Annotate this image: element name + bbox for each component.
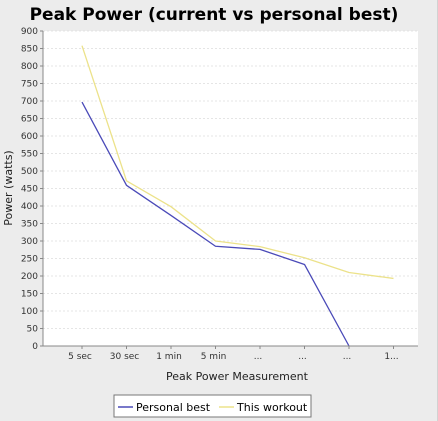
- x-tick-label: ...: [254, 352, 263, 362]
- y-tick-label: 300: [21, 237, 38, 247]
- x-tick-label: 30 sec: [110, 352, 140, 362]
- x-axis-label: Peak Power Measurement: [166, 370, 309, 383]
- y-tick-label: 800: [21, 62, 38, 72]
- y-tick-label: 900: [21, 27, 38, 37]
- y-tick-label: 850: [21, 45, 38, 55]
- y-tick-label: 150: [21, 290, 38, 300]
- series-line-this-workout: [81, 45, 394, 280]
- y-tick-label: 50: [27, 325, 39, 335]
- y-tick-label: 500: [21, 167, 38, 177]
- y-axis-ticks: 0 50 100 150 200 250 300 350 400 450 500 550 600 650 7…: [21, 27, 43, 352]
- y-tick-label: 400: [21, 202, 38, 212]
- x-axis-ticks: 5 sec 30 sec 1 min 5 min......... 1...: [68, 346, 399, 362]
- x-tick-label: 1 min: [156, 352, 182, 362]
- legend: Personal best This workout: [113, 394, 312, 418]
- y-tick-label: 250: [21, 255, 38, 265]
- y-tick-label: 600: [21, 132, 38, 142]
- y-tick-label: 100: [21, 307, 38, 317]
- y-tick-label: 200: [21, 272, 38, 282]
- y-tick-label: 750: [21, 80, 38, 90]
- x-tick-label: 5 min: [201, 352, 227, 362]
- y-tick-label: 550: [21, 150, 38, 160]
- grid-lines: [43, 30, 418, 329]
- y-tick-label: 650: [21, 115, 38, 125]
- x-tick-label: 5 sec: [68, 352, 92, 362]
- x-tick-label: ...: [298, 352, 307, 362]
- legend-box: [113, 394, 312, 418]
- y-axis-label: Power (watts): [2, 150, 15, 225]
- legend-label-personal-best: Personal best: [136, 401, 211, 414]
- series-lines: [81, 45, 394, 347]
- series-line-personal-best: [81, 101, 350, 347]
- y-tick-label: 450: [21, 185, 38, 195]
- y-tick-label: 350: [21, 220, 38, 230]
- legend-label-this-workout: This workout: [236, 401, 308, 414]
- x-tick-label: ...: [343, 352, 352, 362]
- y-tick-label: 0: [32, 342, 38, 352]
- y-tick-label: 700: [21, 97, 38, 107]
- x-tick-label: 1...: [384, 352, 398, 362]
- chart-title: Peak Power (current vs personal best): [30, 5, 399, 25]
